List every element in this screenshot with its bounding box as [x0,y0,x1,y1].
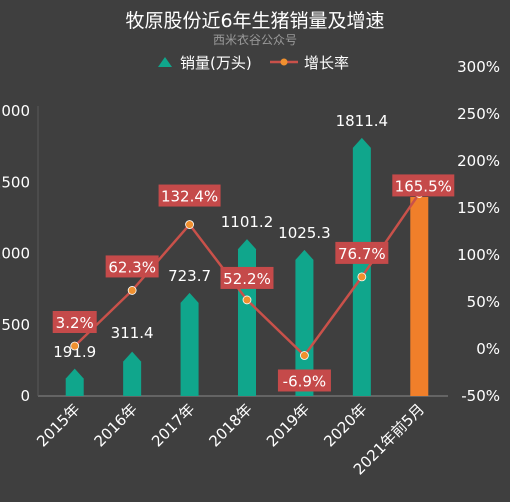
growth-label: -6.9% [283,372,327,390]
y-tick-left: 0 [20,387,30,405]
chart-subtitle: 西米衣谷公众号 [212,33,297,47]
bar [180,292,199,396]
bar [65,368,84,396]
bar [123,351,142,396]
growth-label-box [335,241,389,264]
y-tick-left: 2000 [0,102,30,120]
legend-line-label: 增长率 [304,54,349,72]
growth-label: 165.5% [395,177,452,195]
growth-marker [300,351,309,360]
chart-title: 牧原股份近6年生猪销量及增速 [125,10,385,32]
y-tick-right: 100% [457,246,500,264]
x-tick-label: 2020年 [320,400,370,450]
bar [352,137,371,397]
growth-label: 76.7% [338,245,386,263]
growth-label-box [392,174,455,197]
y-tick-left: 500 [1,316,30,334]
bar-value-label: 723.7 [168,267,211,285]
growth-label-box [277,369,331,392]
growth-label-box [220,266,274,289]
growth-label: 52.2% [223,270,271,288]
growth-marker [185,220,194,229]
bar-value-label: 1811.4 [336,112,389,130]
bar-value-label: 1101.2 [221,213,274,231]
x-tick-label: 2015年 [33,400,83,450]
y-tick-right: 300% [457,58,500,76]
x-tick-label: 2019年 [263,400,313,450]
y-tick-right: 150% [457,199,500,217]
growth-marker [127,286,137,295]
y-tick-right: -50% [461,387,500,405]
bar [410,197,429,396]
x-tick-label: 2017年 [148,400,198,450]
growth-label: 3.2% [56,314,94,332]
x-tick-label: 2018年 [205,400,255,450]
growth-marker [70,341,80,351]
growth-label-box [105,255,159,278]
y-tick-right: 0% [476,340,500,358]
growth-marker [242,295,252,305]
legend-line-marker [280,58,288,66]
growth-label: 62.3% [108,258,156,276]
growth-label-box [158,184,221,207]
bar-value-label: 311.4 [111,324,154,342]
legend-bar-label: 销量(万头) [180,54,252,72]
y-tick-left: 1500 [0,173,30,191]
growth-label: 132.4% [161,188,218,206]
x-tick-label: 2016年 [91,400,141,450]
y-tick-left: 1000 [0,245,30,263]
bar [295,249,314,396]
y-tick-right: 250% [457,105,500,123]
legend-bar-swatch [158,57,172,67]
growth-marker [357,272,367,282]
bar-value-label: 1025.3 [278,224,331,242]
growth-label-box [52,310,97,333]
bar [238,239,256,396]
bar-value-label: 191.9 [53,343,96,361]
y-tick-right: 200% [457,152,500,170]
y-tick-right: 50% [467,293,500,311]
